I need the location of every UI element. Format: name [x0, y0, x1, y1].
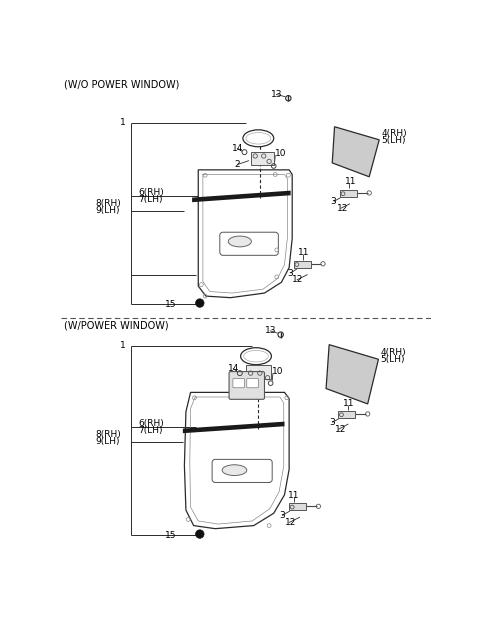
- Ellipse shape: [240, 348, 271, 365]
- FancyBboxPatch shape: [289, 504, 306, 510]
- Polygon shape: [183, 422, 285, 433]
- Text: 6(RH): 6(RH): [138, 189, 164, 197]
- Text: 1: 1: [120, 118, 126, 127]
- Text: 11: 11: [345, 177, 356, 186]
- Text: 4(RH): 4(RH): [382, 129, 407, 138]
- Text: 5(LH): 5(LH): [382, 136, 406, 145]
- Text: (W/POWER WINDOW): (W/POWER WINDOW): [63, 320, 168, 330]
- Text: 4(RH): 4(RH): [381, 348, 407, 357]
- Polygon shape: [192, 190, 291, 202]
- Polygon shape: [326, 344, 378, 404]
- Text: 2: 2: [229, 376, 235, 385]
- Ellipse shape: [222, 465, 247, 475]
- Text: 15: 15: [165, 300, 177, 309]
- Text: 7(LH): 7(LH): [138, 196, 163, 204]
- Polygon shape: [332, 127, 379, 177]
- Text: 15: 15: [165, 531, 177, 540]
- Circle shape: [195, 530, 204, 538]
- FancyBboxPatch shape: [251, 152, 274, 166]
- FancyBboxPatch shape: [340, 190, 357, 197]
- Text: 10: 10: [275, 149, 287, 158]
- FancyBboxPatch shape: [294, 261, 311, 268]
- Text: 11: 11: [343, 399, 355, 408]
- FancyBboxPatch shape: [338, 411, 355, 418]
- Ellipse shape: [243, 130, 274, 147]
- Text: 1: 1: [120, 341, 126, 350]
- Text: 3: 3: [331, 197, 336, 206]
- FancyBboxPatch shape: [212, 459, 272, 482]
- Text: 14: 14: [228, 364, 239, 373]
- Text: 3: 3: [279, 511, 285, 520]
- Text: 11: 11: [288, 491, 300, 500]
- Text: 8(RH): 8(RH): [96, 199, 121, 208]
- Text: 5(LH): 5(LH): [381, 355, 405, 364]
- Text: 3: 3: [329, 418, 335, 427]
- FancyBboxPatch shape: [229, 372, 264, 399]
- FancyBboxPatch shape: [246, 366, 271, 380]
- Ellipse shape: [228, 236, 252, 247]
- Text: 9(LH): 9(LH): [96, 437, 120, 446]
- Circle shape: [195, 299, 204, 307]
- Text: 12: 12: [337, 204, 348, 213]
- Text: 12: 12: [335, 425, 346, 434]
- Text: 3: 3: [288, 268, 293, 277]
- Text: 10: 10: [272, 367, 284, 376]
- Text: 13: 13: [264, 327, 276, 335]
- Text: 11: 11: [299, 248, 310, 257]
- Text: 12: 12: [285, 518, 296, 527]
- FancyBboxPatch shape: [233, 378, 244, 388]
- Polygon shape: [198, 170, 292, 298]
- Text: (W/O POWER WINDOW): (W/O POWER WINDOW): [63, 79, 179, 89]
- Text: 9(LH): 9(LH): [96, 206, 120, 215]
- Polygon shape: [184, 392, 289, 528]
- Text: 8(RH): 8(RH): [96, 430, 121, 439]
- Text: 6(RH): 6(RH): [138, 419, 164, 429]
- Text: 14: 14: [232, 144, 243, 153]
- Ellipse shape: [246, 132, 271, 144]
- Text: 2: 2: [234, 160, 240, 169]
- FancyBboxPatch shape: [247, 378, 258, 388]
- Text: 13: 13: [271, 90, 282, 99]
- Text: 12: 12: [292, 275, 303, 284]
- FancyBboxPatch shape: [220, 232, 278, 256]
- Text: 7(LH): 7(LH): [138, 426, 163, 435]
- Ellipse shape: [244, 350, 268, 362]
